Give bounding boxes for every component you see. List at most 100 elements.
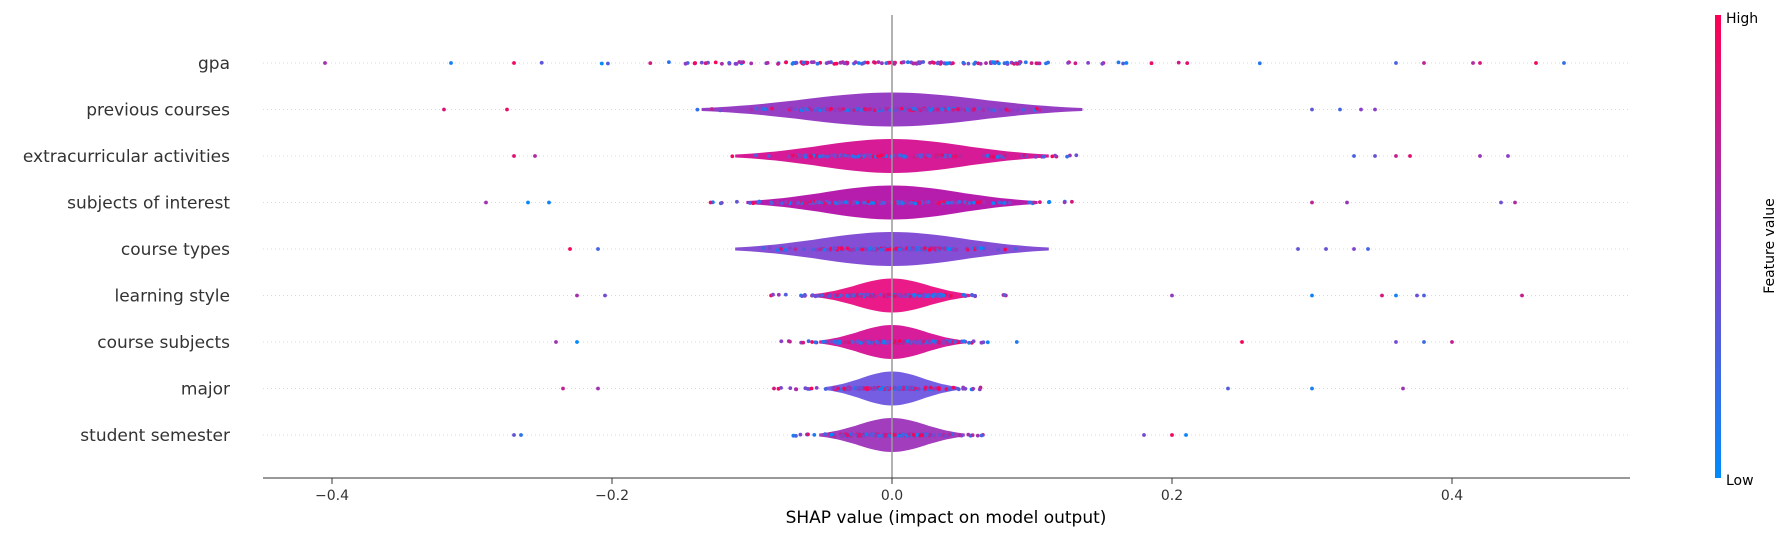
shap-point [1562,61,1566,65]
shap-point [847,340,851,345]
shap-point [978,199,983,204]
shap-point [949,200,954,205]
shap-point [871,201,876,205]
shap-point [866,341,871,345]
shap-point [766,154,771,159]
shap-point [833,108,838,113]
shap-point [519,433,523,437]
shap-point [956,387,961,392]
shap-point [961,60,966,65]
shap-point [539,60,544,65]
shap-point [1296,247,1300,251]
shap-point [779,339,784,344]
shap-point [776,292,781,297]
shap-point [972,107,977,112]
shap-point [779,247,783,251]
shap-point [982,200,986,205]
shap-point [979,246,984,251]
shap-point [970,293,975,298]
shap-point [937,432,942,437]
shap-point [917,107,922,112]
feature-row-student-semester: student semester [80,418,1630,452]
shap-point [800,294,805,298]
shap-point [1422,340,1426,344]
shap-point [857,387,862,392]
shap-point [846,108,850,113]
shap-point [952,200,957,205]
shap-point [855,200,860,205]
shap-point [951,385,956,390]
shap-point [599,61,604,66]
shap-point [972,200,976,205]
shap-point [941,199,946,204]
shap-point [1116,60,1121,65]
shap-point [877,199,881,204]
shap-point [1062,200,1067,205]
shap-point [775,200,780,205]
shap-point [895,154,899,159]
shap-point [934,153,939,158]
shap-point [720,61,724,66]
shap-point [442,107,446,112]
shap-point [845,293,849,298]
shap-point [826,60,831,65]
shap-point [868,107,873,111]
shap-point [1027,200,1032,205]
shap-point [1007,108,1011,113]
shap-point [822,247,827,252]
shap-point [880,61,884,66]
shap-point [805,60,810,65]
shap-point [1394,340,1398,344]
shap-point [1310,386,1314,391]
shap-point [908,294,913,299]
shap-point [693,61,697,65]
shap-point [794,387,799,392]
shap-point [818,108,822,113]
shap-point [833,386,837,390]
shap-point [977,106,981,111]
shap-point [512,154,516,158]
shap-point [1029,61,1034,65]
shap-point [821,154,825,158]
shap-point [962,339,966,344]
shap-point [1074,153,1079,158]
shap-point [554,340,558,344]
shap-point [1394,61,1398,65]
shap-point [1184,433,1188,437]
shap-point [863,247,868,251]
shap-point [908,108,912,113]
shap-point [921,293,926,298]
shap-point [997,200,1002,205]
shap-point [971,386,975,391]
shap-point [852,108,856,112]
shap-point [793,247,798,252]
shap-point [850,340,855,344]
shap-point [803,386,808,391]
shap-point [958,154,962,159]
shap-point [1142,433,1146,437]
shap-point [1034,61,1039,66]
shap-point [944,434,948,438]
shap-point [780,201,784,206]
shap-point [923,385,928,390]
shap-point [981,108,986,112]
shap-point [801,106,806,111]
shap-point [922,339,926,344]
shap-point [885,386,889,391]
shap-point [1032,200,1037,205]
shap-point [1499,200,1503,205]
shap-point [855,106,860,111]
x-tick-label: 0.0 [881,488,903,504]
shap-point [699,60,704,65]
shap-point [986,106,990,111]
shap-point [942,61,947,66]
shap-point [979,340,984,345]
shap-point [803,201,807,206]
shap-point [914,154,919,158]
shap-point [859,153,863,158]
shap-point [836,386,841,391]
shap-point [901,247,906,252]
shap-point [998,107,1003,112]
shap-point [965,107,970,112]
shap-point [845,246,850,251]
